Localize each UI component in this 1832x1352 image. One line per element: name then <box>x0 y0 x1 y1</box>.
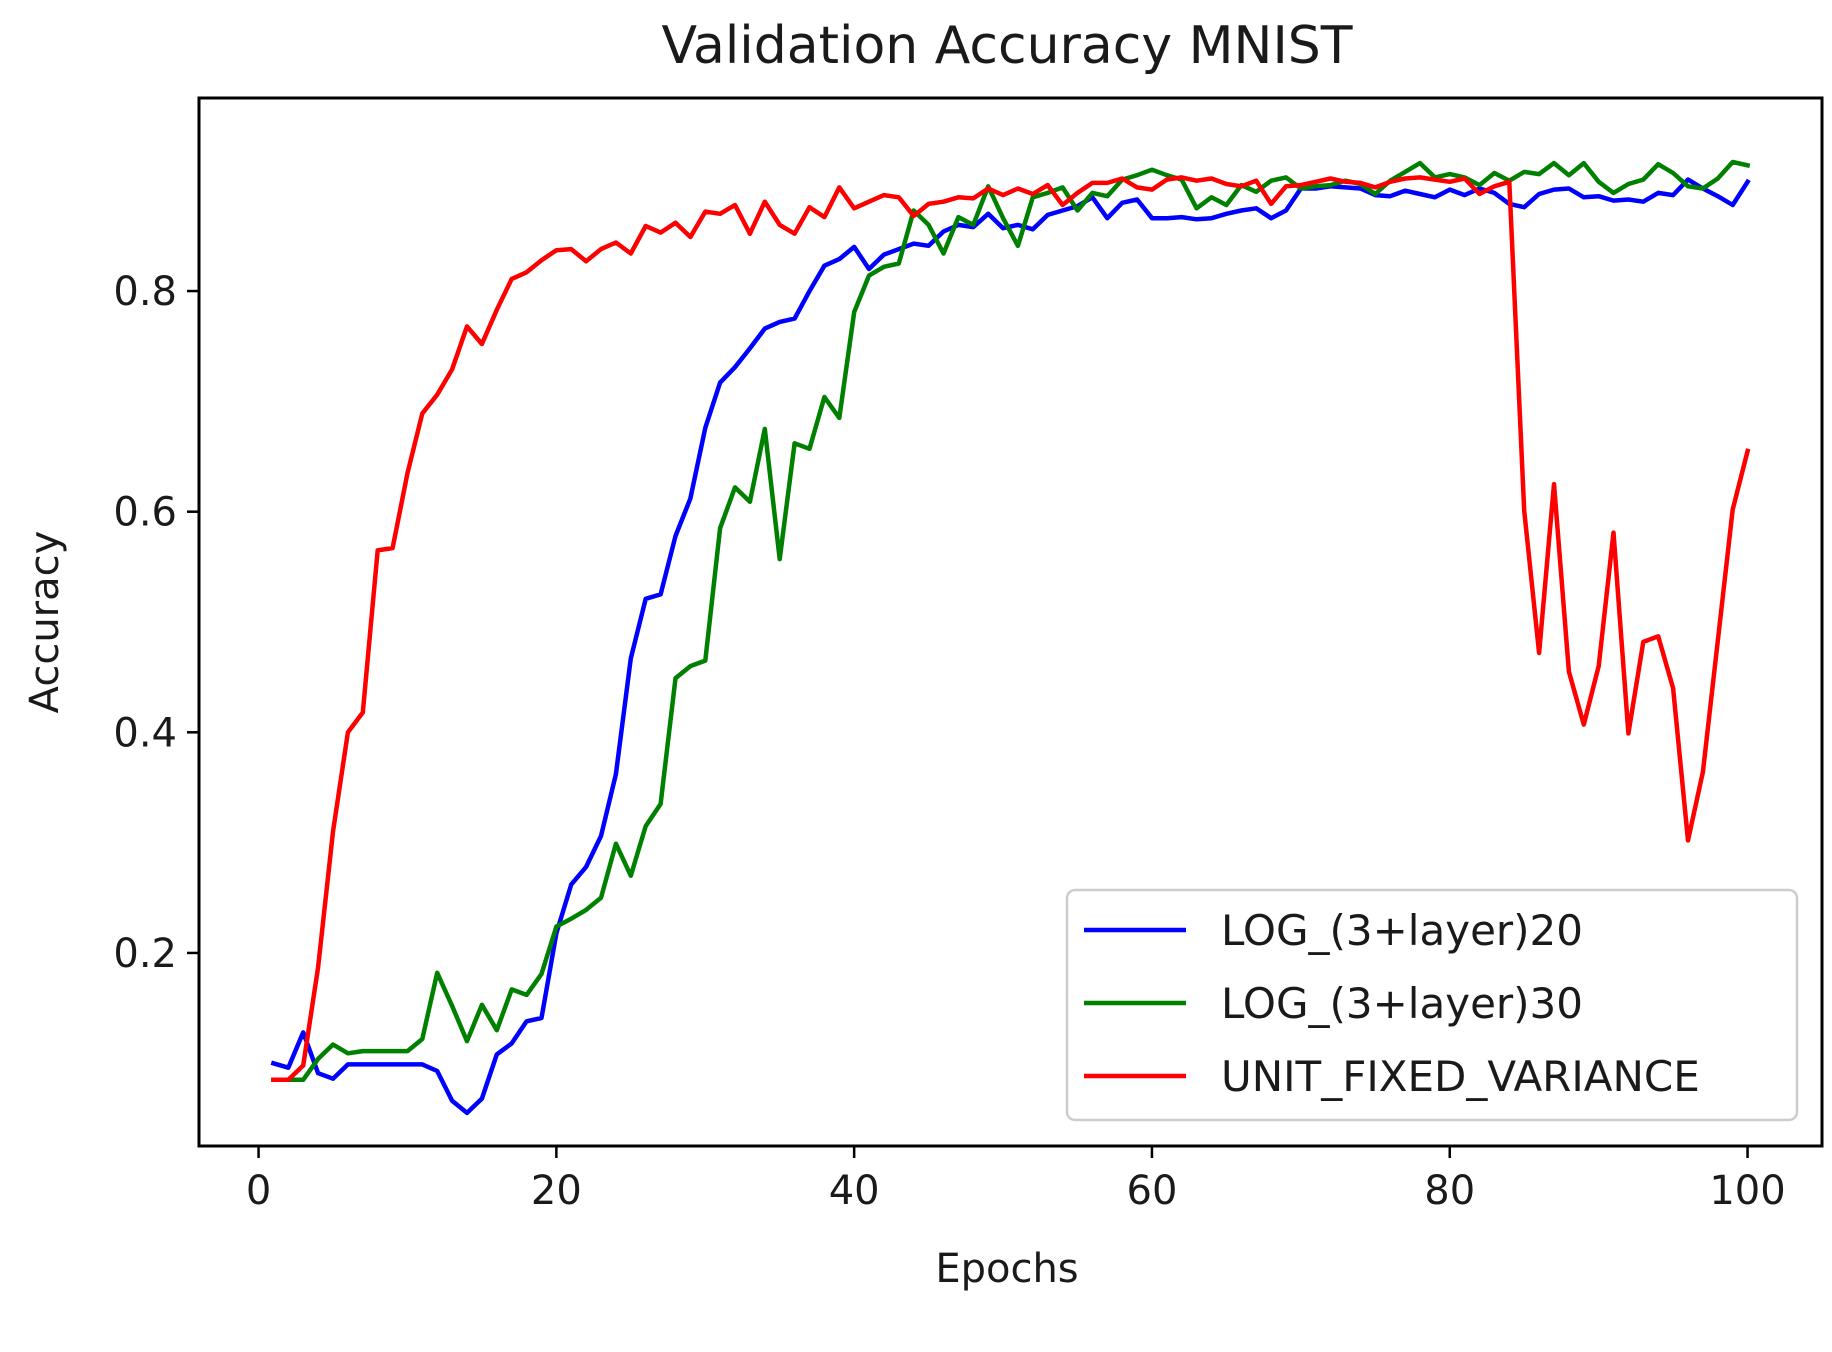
x-tick-label: 40 <box>829 1168 880 1214</box>
legend-box <box>1065 888 1799 1122</box>
x-tick-label: 60 <box>1127 1168 1178 1214</box>
y-tick-label: 0.4 <box>113 710 177 756</box>
legend-label-3: UNIT_FIXED_VARIANCE <box>1221 1052 1700 1101</box>
legend: LOG_(3+layer)20 LOG_(3+layer)30 UNIT_FIXED… <box>1065 888 1799 1122</box>
x-axis-label: Epochs <box>935 1246 1078 1292</box>
axis-ticks: 0 20 40 60 80 100 0.2 0.4 0.6 0.8 <box>113 269 1785 1214</box>
series-line-3 <box>271 175 1751 1083</box>
legend-label-2: LOG_(3+layer)30 <box>1221 979 1583 1028</box>
y-tick-label: 0.6 <box>113 490 177 536</box>
chart-title: Validation Accuracy MNIST <box>661 16 1352 76</box>
y-axis-label: Accuracy <box>22 531 68 714</box>
series-line-2 <box>271 159 1751 1083</box>
x-tick-label: 20 <box>531 1168 582 1214</box>
x-tick-label: 0 <box>246 1168 271 1214</box>
plot-frame <box>197 96 1824 1148</box>
y-tick-label: 0.8 <box>113 269 177 315</box>
y-tick-label: 0.2 <box>113 931 177 977</box>
legend-label-1: LOG_(3+layer)20 <box>1221 906 1583 955</box>
x-tick-label: 80 <box>1424 1168 1475 1214</box>
x-tick-label: 100 <box>1709 1168 1785 1214</box>
plot-area <box>270 159 1751 1116</box>
series-line-1 <box>270 177 1751 1116</box>
